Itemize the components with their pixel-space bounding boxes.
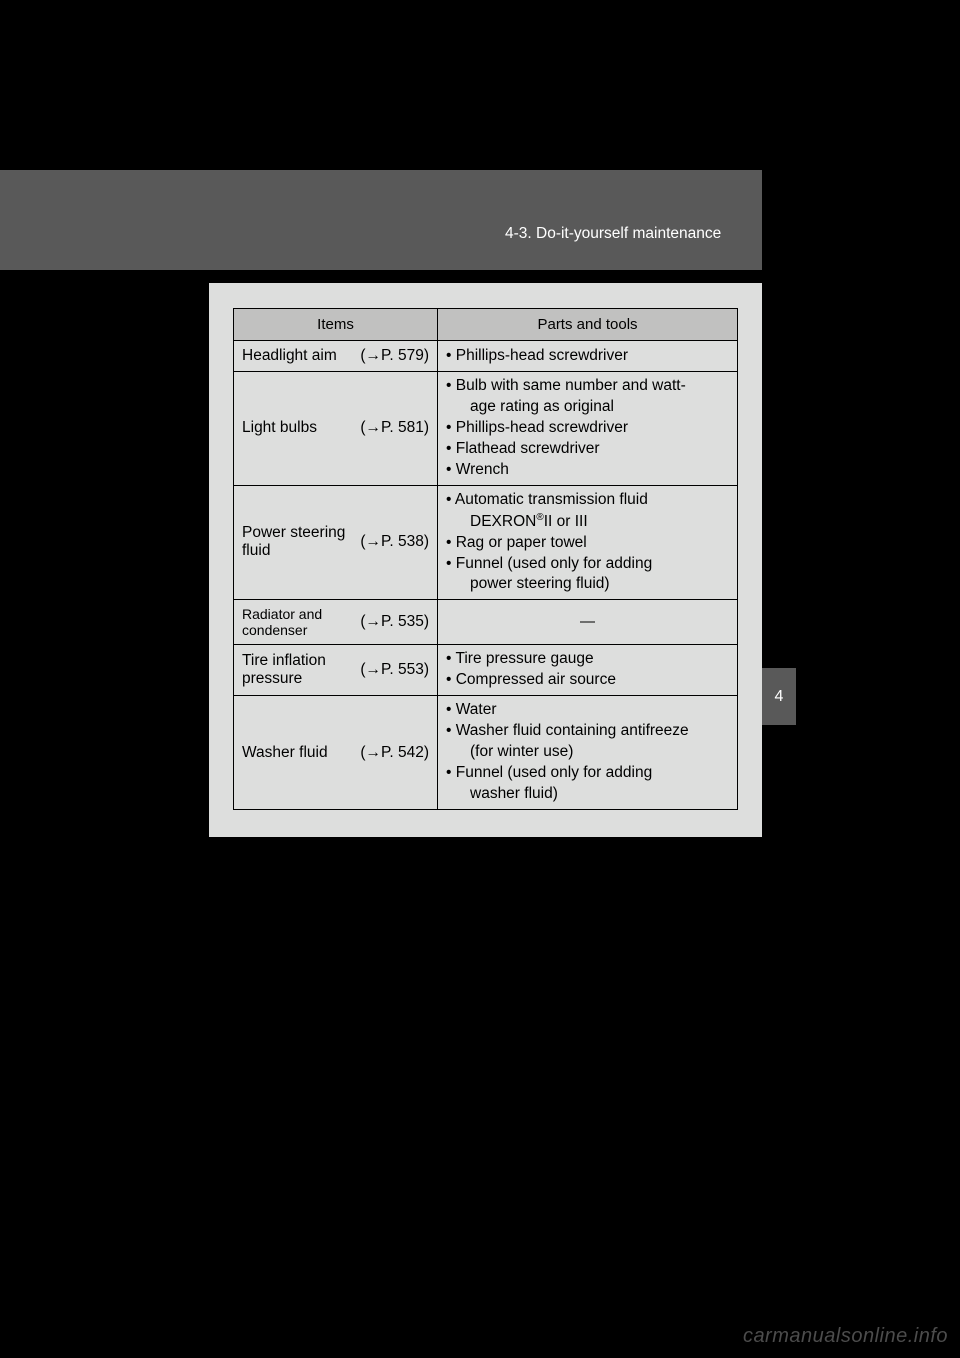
item-wrap: Washer fluid (→P. 542) — [242, 744, 429, 762]
tools-cell: Automatic transmission fluidDEXRON®II or… — [438, 485, 738, 600]
tools-cell: ⎯⎯ — [438, 600, 738, 645]
item-cell: Headlight aim (→P. 579) — [234, 341, 438, 372]
tools-cell: WaterWasher fluid containing antifreeze(… — [438, 696, 738, 810]
tool-item: Bulb with same number and watt-age ratin… — [444, 376, 731, 418]
tools-cell: Bulb with same number and watt-age ratin… — [438, 372, 738, 486]
table-row: Headlight aim (→P. 579) Phillips-head scre… — [234, 341, 738, 372]
tool-item: Tire pressure gauge — [444, 649, 731, 670]
tool-item: Phillips-head screwdriver — [444, 418, 731, 439]
item-name: Light bulbs — [242, 419, 317, 437]
tool-item: Flathead screwdriver — [444, 439, 731, 460]
chapter-number: 4 — [775, 688, 784, 706]
tools-cell: Phillips-head screwdriver — [438, 341, 738, 372]
page-reference: (→P. 538) — [360, 533, 429, 551]
header-band — [0, 170, 762, 270]
tool-item: Phillips-head screwdriver — [444, 346, 731, 367]
tool-item: Compressed air source — [444, 670, 731, 691]
table-row: Washer fluid (→P. 542) WaterWasher fluid c… — [234, 696, 738, 810]
item-cell: Radiator and condenser(→P. 535) — [234, 600, 438, 645]
chapter-tab: 4 — [762, 668, 796, 725]
maintenance-table: Items Parts and tools Headlight aim (→P. … — [233, 308, 738, 810]
tool-item: Washer fluid containing antifreeze(for w… — [444, 721, 731, 763]
tools-cell: Tire pressure gaugeCompressed air source — [438, 645, 738, 696]
tool-item: Water — [444, 700, 731, 721]
col-header-items: Items — [234, 309, 438, 341]
item-wrap: Headlight aim (→P. 579) — [242, 347, 429, 365]
section-title: 4-3. Do-it-yourself maintenance — [505, 225, 721, 243]
item-cell: Tire inflation pressure(→P. 553) — [234, 645, 438, 696]
tool-item: Funnel (used only for addingwasher fluid… — [444, 763, 731, 805]
item-wrap: Power steering fluid(→P. 538) — [242, 524, 429, 560]
watermark: carmanualsonline.info — [743, 1325, 948, 1348]
item-wrap: Radiator and condenser(→P. 535) — [242, 606, 429, 638]
item-wrap: Light bulbs (→P. 581) — [242, 419, 429, 437]
tools-list: Bulb with same number and watt-age ratin… — [444, 376, 731, 481]
content-box: Items Parts and tools Headlight aim (→P. … — [209, 283, 762, 837]
tool-item: Automatic transmission fluidDEXRON®II or… — [444, 490, 731, 533]
tool-item: Wrench — [444, 460, 731, 481]
item-wrap: Tire inflation pressure(→P. 553) — [242, 652, 429, 688]
tools-list: Tire pressure gaugeCompressed air source — [444, 649, 731, 691]
table-row: Light bulbs (→P. 581) Bulb with same numbe… — [234, 372, 738, 486]
page-reference: (→P. 581) — [360, 419, 429, 437]
page-reference: (→P. 579) — [360, 347, 429, 365]
item-name: Power steering fluid — [242, 524, 360, 560]
table-row: Power steering fluid(→P. 538) Automatic t… — [234, 485, 738, 600]
item-name: Washer fluid — [242, 744, 328, 762]
item-cell: Washer fluid (→P. 542) — [234, 696, 438, 810]
item-name: Tire inflation pressure — [242, 652, 360, 688]
tool-item: Funnel (used only for addingpower steeri… — [444, 554, 731, 596]
item-cell: Light bulbs (→P. 581) — [234, 372, 438, 486]
table-row: Radiator and condenser(→P. 535) ⎯⎯ — [234, 600, 738, 645]
tools-list: Phillips-head screwdriver — [444, 346, 731, 367]
tool-item: Rag or paper towel — [444, 533, 731, 554]
page-reference: (→P. 535) — [360, 613, 429, 631]
page-reference: (→P. 553) — [360, 661, 429, 679]
col-header-tools: Parts and tools — [438, 309, 738, 341]
item-cell: Power steering fluid(→P. 538) — [234, 485, 438, 600]
item-name: Headlight aim — [242, 347, 337, 365]
table-row: Tire inflation pressure(→P. 553) Tire pre… — [234, 645, 738, 696]
tools-list: WaterWasher fluid containing antifreeze(… — [444, 700, 731, 805]
page-reference: (→P. 542) — [360, 744, 429, 762]
item-name: Radiator and condenser — [242, 606, 360, 638]
tools-list: Automatic transmission fluidDEXRON®II or… — [444, 490, 731, 596]
